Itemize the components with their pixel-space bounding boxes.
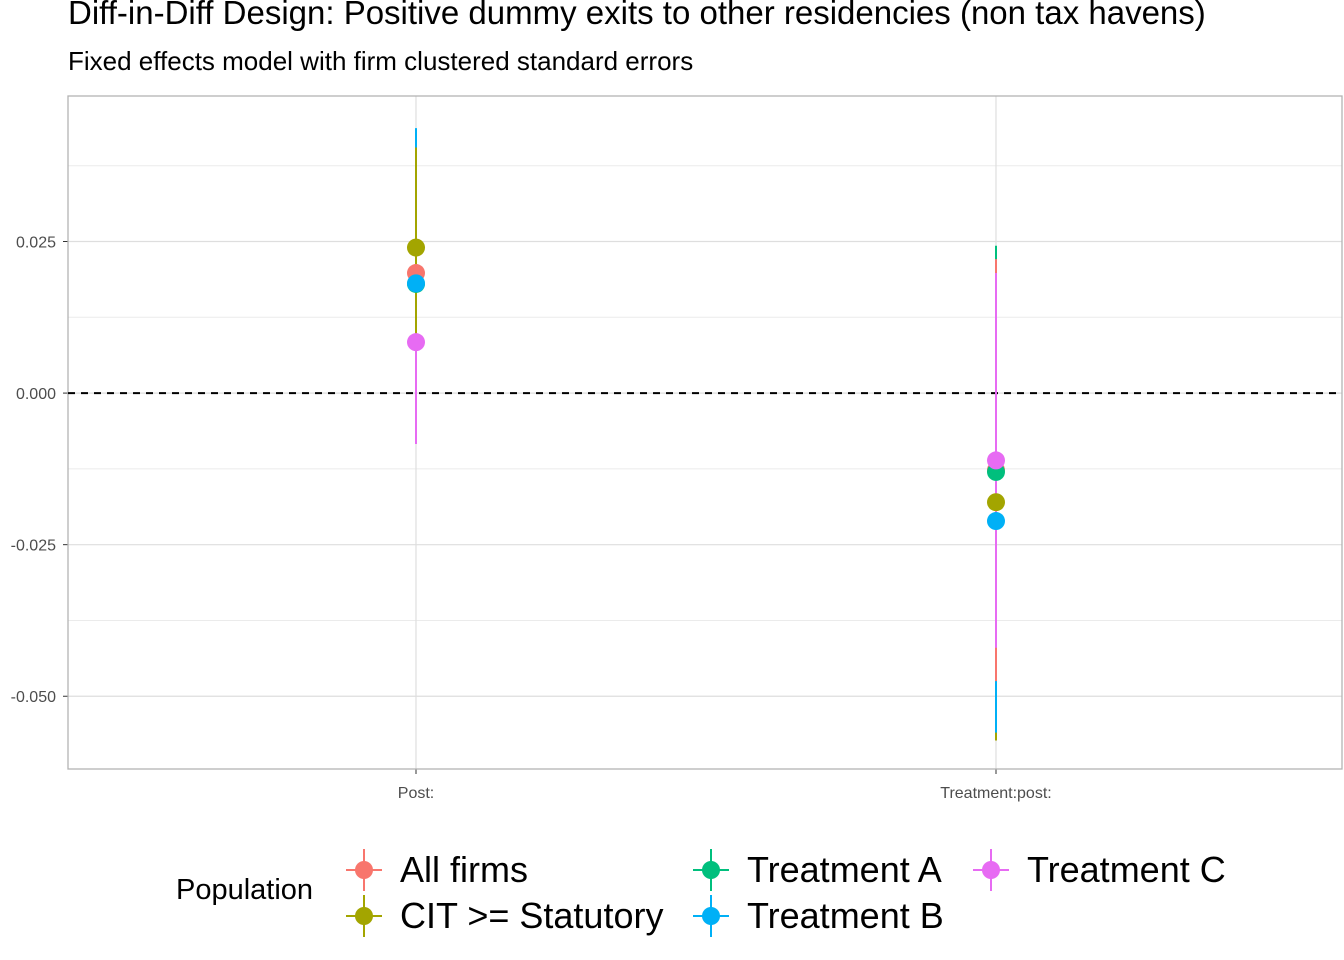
- chart-title: Diff-in-Diff Design: Positive dummy exit…: [68, 0, 1206, 31]
- y-tick-label: -0.050: [11, 689, 56, 706]
- legend-title: Population: [176, 874, 314, 906]
- data-point: [407, 333, 425, 352]
- data-point: [407, 238, 425, 257]
- legend-label: Treatment C: [1027, 849, 1226, 890]
- legend-label: Treatment B: [747, 895, 944, 936]
- y-tick-label: -0.025: [11, 538, 56, 555]
- legend-key: [346, 849, 382, 891]
- chart-subtitle: Fixed effects model with firm clustered …: [68, 46, 694, 76]
- legend-key: [693, 895, 729, 937]
- x-tick-label: Post:: [398, 785, 434, 802]
- legend-label: All firms: [400, 849, 528, 890]
- data-point: [407, 274, 425, 293]
- legend-label: CIT >= Statutory: [400, 895, 664, 936]
- x-tick-label: Treatment:post:: [940, 785, 1051, 802]
- panel-border: [67, 95, 1343, 770]
- legend-key: [346, 895, 382, 937]
- data-point: [987, 512, 1005, 531]
- legend-label: Treatment A: [747, 849, 942, 890]
- data-point: [987, 451, 1005, 470]
- y-tick-label: 0.025: [16, 235, 56, 252]
- legend-key: [693, 849, 729, 891]
- data-point: [987, 493, 1005, 512]
- legend-key: [973, 849, 1009, 891]
- y-tick-label: 0.000: [16, 386, 56, 403]
- plot-area: -0.050 -0.025 0.000 0.025 Post: Treatment:pos…: [11, 95, 1343, 802]
